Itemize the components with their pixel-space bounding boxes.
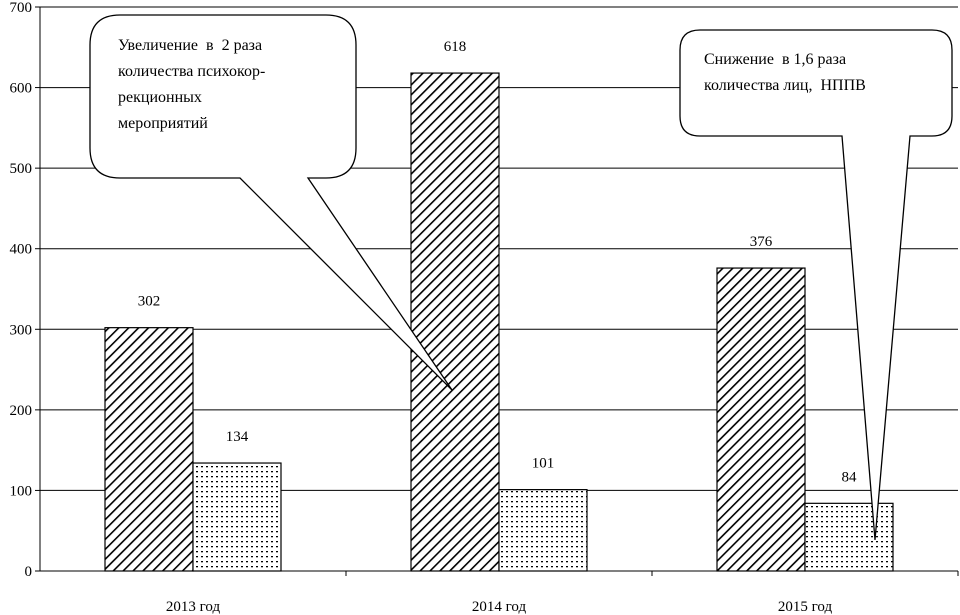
callout-right-text: Снижение в 1,6 раза количества лиц, НППВ: [704, 51, 866, 94]
callouts: [89, 14, 953, 541]
data-label: 134: [226, 429, 249, 445]
y-tick-label: 300: [10, 322, 33, 338]
y-tick-label: 500: [10, 161, 33, 177]
data-label: 101: [532, 456, 555, 472]
callout-left-text: Увеличение в 2 раза количества психокор-…: [118, 37, 266, 132]
bar-series-1-3: [716, 267, 806, 572]
y-tick-label: 400: [10, 242, 33, 258]
bar-series-2-3: [804, 502, 894, 572]
data-label: 84: [842, 469, 858, 485]
y-tick-label: 700: [10, 0, 33, 16]
callout-left-bubble: [89, 14, 453, 391]
data-label: 302: [138, 294, 161, 310]
bar-series-2-2: [498, 489, 588, 572]
bars: [104, 72, 894, 572]
bar-series-2-1: [192, 462, 282, 572]
callout-right-bubble: [679, 29, 953, 541]
y-tick-label: 600: [10, 81, 33, 97]
x-tick-label: 2013 год: [166, 599, 221, 615]
y-tick-label: 100: [10, 483, 33, 499]
bar-series-1-1: [104, 327, 194, 572]
y-tick-label: 0: [25, 564, 33, 580]
bar-series-1-2: [410, 72, 500, 572]
data-labels: 302 134 618 101 376 84: [138, 39, 857, 485]
data-label: 376: [750, 234, 773, 250]
x-tick-label: 2014 год: [472, 599, 527, 615]
y-tick-label: 200: [10, 403, 33, 419]
x-tick-label: 2015 год: [778, 599, 833, 615]
data-label: 618: [444, 39, 467, 55]
